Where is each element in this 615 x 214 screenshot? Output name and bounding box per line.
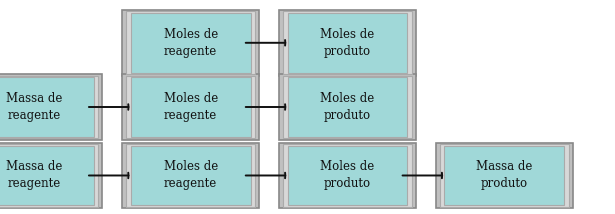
FancyBboxPatch shape [279,143,416,208]
FancyBboxPatch shape [283,11,412,74]
FancyBboxPatch shape [130,146,251,205]
FancyBboxPatch shape [127,76,255,138]
Text: Massa de
reagente: Massa de reagente [6,92,62,122]
FancyBboxPatch shape [444,146,565,205]
Text: Moles de
produto: Moles de produto [320,160,375,190]
FancyBboxPatch shape [287,146,407,205]
Text: Moles de
reagente: Moles de reagente [164,28,218,58]
Text: Moles de
produto: Moles de produto [320,92,375,122]
FancyBboxPatch shape [122,74,259,140]
Text: Moles de
produto: Moles de produto [320,28,375,58]
FancyBboxPatch shape [127,11,255,74]
FancyBboxPatch shape [122,143,259,208]
FancyBboxPatch shape [0,76,98,138]
FancyBboxPatch shape [127,144,255,207]
Text: Massa de
produto: Massa de produto [476,160,533,190]
Text: Moles de
reagente: Moles de reagente [164,160,218,190]
FancyBboxPatch shape [0,77,93,137]
Text: Moles de
reagente: Moles de reagente [164,92,218,122]
FancyBboxPatch shape [440,144,568,207]
FancyBboxPatch shape [0,74,102,140]
FancyBboxPatch shape [435,143,573,208]
FancyBboxPatch shape [283,144,412,207]
FancyBboxPatch shape [0,144,98,207]
FancyBboxPatch shape [287,13,407,73]
Text: Massa de
reagente: Massa de reagente [6,160,62,190]
FancyBboxPatch shape [279,10,416,76]
FancyBboxPatch shape [130,77,251,137]
FancyBboxPatch shape [122,10,259,76]
FancyBboxPatch shape [130,13,251,73]
FancyBboxPatch shape [283,76,412,138]
FancyBboxPatch shape [0,146,93,205]
FancyBboxPatch shape [287,77,407,137]
FancyBboxPatch shape [279,74,416,140]
FancyBboxPatch shape [0,143,102,208]
